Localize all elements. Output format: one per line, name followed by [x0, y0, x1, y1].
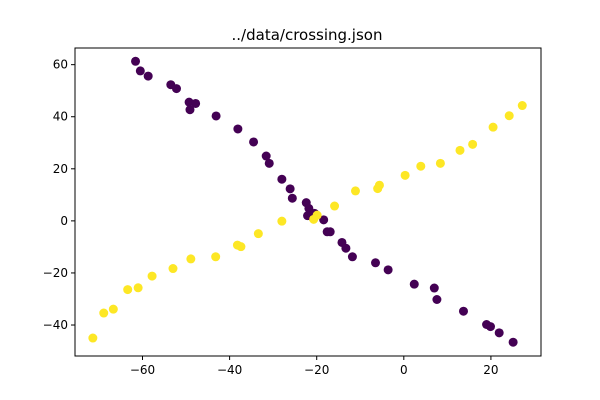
point-series-a: [143, 71, 153, 81]
point-series-a: [458, 306, 468, 316]
point-series-b: [312, 210, 322, 220]
point-series-b: [488, 122, 498, 132]
points-layer: [88, 56, 527, 347]
point-series-b: [108, 304, 118, 314]
y-tick-label: 0: [60, 214, 68, 228]
point-series-a: [508, 337, 518, 347]
point-series-b: [133, 283, 143, 293]
y-tick-label: −20: [43, 266, 68, 280]
point-series-a: [185, 105, 195, 115]
point-series-b: [517, 101, 527, 111]
x-tick-label: 20: [483, 363, 498, 377]
point-series-b: [435, 158, 445, 168]
point-series-b: [374, 180, 384, 190]
point-series-b: [253, 229, 263, 239]
point-series-b: [468, 139, 478, 149]
point-series-a: [261, 151, 271, 161]
plot-frame: [74, 47, 542, 357]
point-series-a: [429, 283, 439, 293]
point-series-a: [371, 258, 381, 268]
axes-layer: −60 −40 −20 0 20 −40 −20 0 20 40 60: [43, 58, 499, 377]
point-series-a: [383, 265, 393, 275]
point-series-b: [99, 308, 109, 318]
point-series-b: [416, 161, 426, 171]
y-tick-label: 40: [53, 110, 68, 124]
point-series-a: [211, 111, 221, 121]
point-series-a: [494, 328, 504, 338]
point-series-b: [277, 216, 287, 226]
x-tick-label: −60: [130, 363, 155, 377]
y-tick-label: −40: [43, 318, 68, 332]
x-tick-label: 0: [400, 363, 408, 377]
point-series-b: [504, 111, 514, 121]
point-series-a: [341, 243, 351, 253]
point-series-b: [400, 170, 410, 180]
point-series-a: [347, 252, 357, 262]
point-series-a: [264, 158, 274, 168]
point-series-a: [432, 295, 442, 305]
x-tick-label: −40: [217, 363, 242, 377]
point-series-a: [233, 124, 243, 134]
point-series-a: [319, 215, 329, 225]
point-series-a: [135, 66, 145, 76]
point-series-b: [236, 242, 246, 252]
point-series-b: [330, 201, 340, 211]
point-series-a: [287, 193, 297, 203]
point-series-b: [455, 145, 465, 155]
x-tick-label: −20: [304, 363, 329, 377]
chart-title: ../data/crossing.json: [232, 26, 383, 44]
point-series-a: [249, 137, 259, 147]
point-series-b: [88, 333, 98, 343]
point-series-a: [191, 98, 201, 108]
point-series-b: [168, 264, 178, 274]
point-series-b: [350, 186, 360, 196]
point-series-b: [123, 285, 133, 295]
y-tick-label: 20: [53, 162, 68, 176]
point-series-a: [131, 56, 141, 66]
point-series-a: [171, 84, 181, 94]
point-series-b: [147, 271, 157, 281]
point-series-b: [186, 254, 196, 264]
point-series-a: [325, 227, 335, 237]
point-series-a: [485, 322, 495, 332]
point-series-a: [277, 174, 287, 184]
y-tick-label: 60: [53, 58, 68, 72]
point-series-a: [285, 184, 295, 194]
point-series-a: [409, 279, 419, 289]
point-series-b: [211, 252, 221, 262]
